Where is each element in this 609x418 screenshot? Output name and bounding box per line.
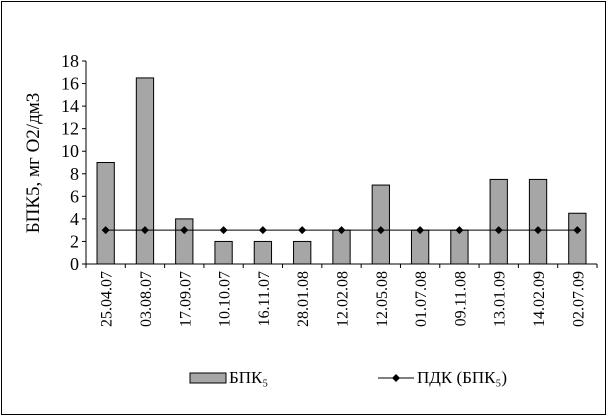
bar-7 [371, 184, 390, 265]
legend-line-label: ПДК (БПК₅) [417, 368, 507, 387]
limit-marker-3 [219, 226, 228, 235]
bar-9 [450, 229, 469, 265]
limit-marker-1 [140, 226, 149, 235]
x-tick-label-10: 13.01.09 [492, 271, 509, 327]
x-tick-label-2: 17.09.07 [177, 271, 194, 327]
y-tick-label-6: 6 [70, 186, 79, 206]
y-tick-label-8: 8 [70, 164, 79, 184]
x-tick-label-11: 14.02.09 [531, 271, 548, 327]
legend: БПК₅ ПДК (БПК₅) [189, 368, 507, 387]
x-tick-labels: 25.04.07 03.08.07 17.09.07 10.10.07 16.11.07… [99, 271, 588, 327]
x-tick-label-0: 25.04.07 [99, 271, 116, 327]
bar-6 [332, 229, 351, 265]
legend-bar-label: БПК₅ [229, 368, 268, 387]
limit-marker-7 [376, 226, 385, 235]
bar-0 [96, 162, 115, 265]
limit-marker-0 [101, 226, 110, 235]
x-tick-label-8: 01.07.08 [413, 271, 430, 327]
limit-marker-12 [573, 226, 582, 235]
x-tick-label-3: 10.10.07 [217, 271, 234, 327]
limit-marker-2 [180, 226, 189, 235]
bar-2 [175, 218, 194, 265]
bar-12 [568, 212, 587, 265]
limit-marker-5 [298, 226, 307, 235]
x-tick-label-1: 03.08.07 [138, 271, 155, 327]
limit-marker-10 [494, 226, 503, 235]
y-tick-label-2: 2 [70, 231, 79, 251]
bars-layer [96, 77, 587, 265]
y-tick-label-14: 14 [61, 96, 79, 116]
limit-marker-6 [337, 226, 346, 235]
y-tick-label-12: 12 [61, 119, 79, 139]
x-tick-label-7: 12.05.08 [374, 271, 391, 327]
x-tick-label-4: 16.11.07 [256, 271, 273, 326]
y-tick-label-10: 10 [61, 141, 79, 161]
bar-5 [293, 240, 312, 265]
x-tick-label-9: 09.11.08 [452, 271, 469, 326]
y-tick-label-4: 4 [70, 209, 79, 229]
limit-marker-8 [416, 226, 425, 235]
y-axis-label: БПК5, мг О2/дм3 [23, 93, 44, 234]
y-tick-label-18: 18 [61, 51, 79, 71]
limit-marker-9 [455, 226, 464, 235]
bar-10 [489, 178, 508, 265]
axes-layer [82, 60, 598, 268]
bar-8 [410, 229, 430, 265]
limit-line-layer [101, 226, 582, 235]
bar-11 [528, 178, 548, 265]
limit-marker-11 [534, 226, 543, 235]
y-tick-label-16: 16 [61, 74, 79, 94]
y-tick-label-0: 0 [70, 254, 79, 274]
legend-line-marker [392, 374, 400, 382]
bar-1 [135, 77, 155, 265]
limit-marker-4 [258, 226, 267, 235]
x-tick-label-12: 02.07.09 [570, 271, 587, 327]
bar-3 [214, 240, 233, 265]
bar-4 [253, 240, 273, 265]
x-tick-label-6: 12.02.08 [335, 271, 352, 327]
x-tick-label-5: 28.01.08 [295, 271, 312, 327]
legend-bar-swatch [189, 372, 227, 384]
